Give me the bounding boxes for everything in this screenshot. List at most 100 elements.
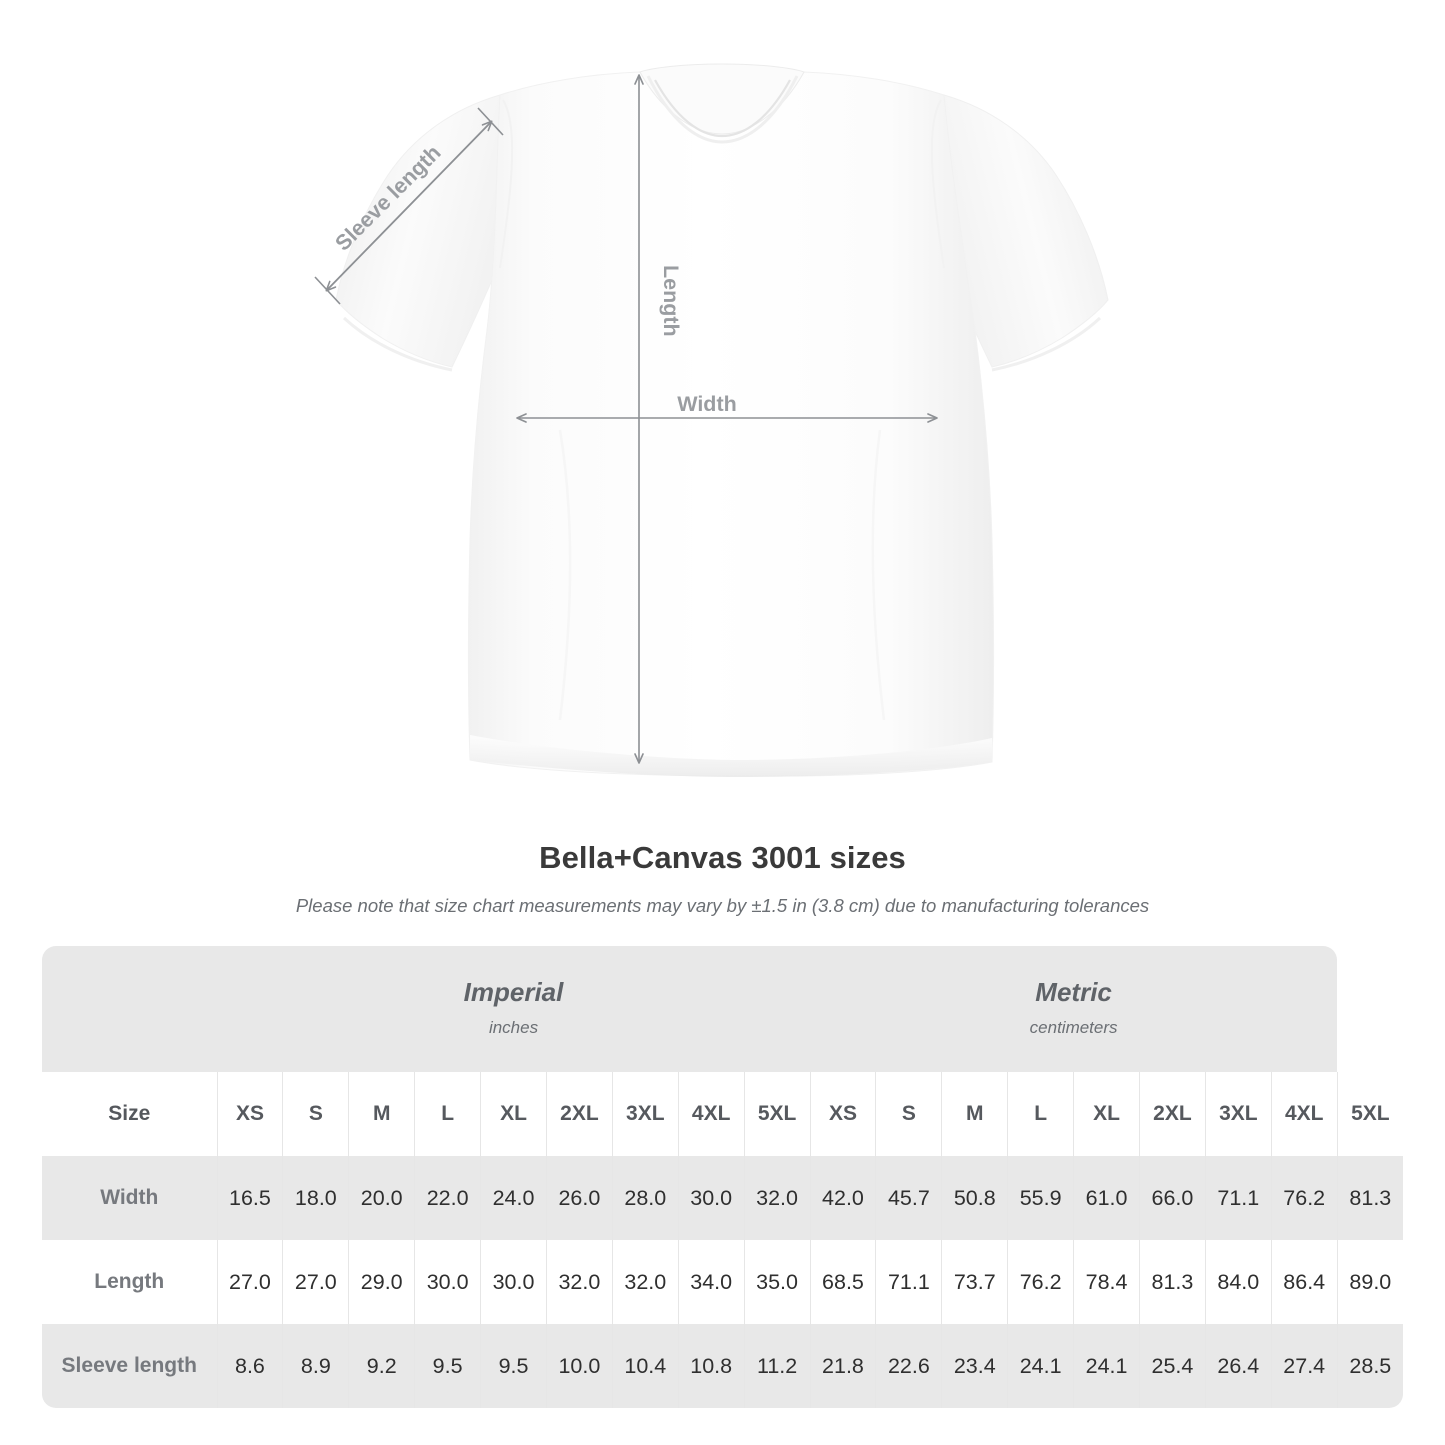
cell-value: 30.0 bbox=[677, 1156, 745, 1240]
header-cell: 3XL bbox=[611, 1072, 679, 1156]
header-cell: 5XL bbox=[1336, 1072, 1404, 1156]
cell-value: 76.2 bbox=[1007, 1240, 1074, 1324]
shirt-body bbox=[468, 71, 994, 777]
cell-value: 29.0 bbox=[348, 1240, 415, 1324]
length-label: Length bbox=[659, 265, 683, 337]
cell-value: 45.7 bbox=[875, 1156, 942, 1240]
cell-value: 23.4 bbox=[941, 1324, 1008, 1408]
neckline-inner bbox=[654, 79, 791, 138]
cell-value: 18.0 bbox=[282, 1156, 349, 1240]
right-shoulder-seam bbox=[930, 99, 945, 269]
cell-value: 76.2 bbox=[1270, 1156, 1338, 1240]
cell-value: 20.0 bbox=[348, 1156, 415, 1240]
unit-imperial-name: Imperial bbox=[463, 976, 564, 1007]
cell-value: 27.4 bbox=[1270, 1324, 1338, 1408]
right-sleeve bbox=[938, 94, 1109, 368]
cell-value: 8.6 bbox=[216, 1324, 283, 1408]
cell-value: 32.0 bbox=[743, 1156, 811, 1240]
header-size-label: Size bbox=[42, 1072, 217, 1156]
cell-value: 68.5 bbox=[809, 1240, 876, 1324]
fabric-fold bbox=[871, 429, 886, 721]
page-title: Bella+Canvas 3001 sizes bbox=[539, 840, 906, 875]
unit-band-row: Imperial inches Metric centimeters bbox=[42, 946, 1403, 1072]
header-cell: L bbox=[1007, 1072, 1074, 1156]
cell-value: 16.5 bbox=[216, 1156, 283, 1240]
cell-value: 55.9 bbox=[1007, 1156, 1074, 1240]
unit-imperial-sub: inches bbox=[488, 1017, 539, 1037]
left-cuff bbox=[342, 316, 453, 372]
cell-value: 28.5 bbox=[1336, 1324, 1404, 1408]
cell-value: 30.0 bbox=[480, 1240, 547, 1324]
header-cell: 5XL bbox=[743, 1072, 811, 1156]
neckline-outer bbox=[646, 75, 799, 144]
cell-value: 84.0 bbox=[1204, 1240, 1272, 1324]
sleeve-tick-top bbox=[477, 107, 504, 136]
shirt-hem bbox=[470, 735, 993, 777]
row-label: Width bbox=[42, 1156, 217, 1240]
chart-heading: Bella+Canvas 3001 sizes Please note that… bbox=[0, 838, 1445, 918]
cell-value: 73.7 bbox=[941, 1240, 1008, 1324]
header-cell: XL bbox=[1073, 1072, 1140, 1156]
cell-value: 89.0 bbox=[1336, 1240, 1404, 1324]
unit-metric-name: Metric bbox=[1035, 976, 1112, 1007]
cell-value: 9.2 bbox=[348, 1324, 415, 1408]
cell-value: 42.0 bbox=[809, 1156, 876, 1240]
cell-value: 10.4 bbox=[611, 1324, 679, 1408]
cell-value: 10.0 bbox=[545, 1324, 613, 1408]
fabric-fold bbox=[558, 429, 572, 721]
table-row-width: Width 16.5 18.0 20.0 22.0 24.0 26.0 28.0… bbox=[42, 1156, 1404, 1240]
header-cell: 3XL bbox=[1204, 1072, 1272, 1156]
cell-value: 86.4 bbox=[1270, 1240, 1338, 1324]
cell-value: 21.8 bbox=[809, 1324, 876, 1408]
cell-value: 8.9 bbox=[282, 1324, 349, 1408]
cell-value: 71.1 bbox=[1204, 1156, 1272, 1240]
tshirt-measurement-diagram: Sleeve length Length Width bbox=[314, 63, 1109, 777]
cell-value: 25.4 bbox=[1138, 1324, 1206, 1408]
header-cell: 4XL bbox=[677, 1072, 745, 1156]
cell-value: 26.0 bbox=[545, 1156, 613, 1240]
cell-value: 24.1 bbox=[1073, 1324, 1140, 1408]
cell-value: 34.0 bbox=[677, 1240, 745, 1324]
cell-value: 50.8 bbox=[941, 1156, 1008, 1240]
header-cell: M bbox=[348, 1072, 415, 1156]
header-cell: L bbox=[414, 1072, 481, 1156]
sleeve-tick-bottom bbox=[314, 276, 341, 305]
cell-value: 71.1 bbox=[875, 1240, 942, 1324]
cell-value: 24.0 bbox=[480, 1156, 547, 1240]
header-cell: 2XL bbox=[545, 1072, 613, 1156]
header-cell: 2XL bbox=[1138, 1072, 1206, 1156]
cell-value: 9.5 bbox=[414, 1324, 481, 1408]
cell-value: 30.0 bbox=[414, 1240, 481, 1324]
header-cell: S bbox=[282, 1072, 349, 1156]
table-row-length: Length 27.0 27.0 29.0 30.0 30.0 32.0 32.… bbox=[42, 1240, 1404, 1324]
header-cell: XS bbox=[809, 1072, 876, 1156]
header-cell: M bbox=[941, 1072, 1008, 1156]
size-chart-table: Imperial inches Metric centimeters Size … bbox=[42, 946, 1404, 1408]
unit-group-imperial: Imperial inches bbox=[217, 946, 811, 1072]
header-cell: 4XL bbox=[1270, 1072, 1338, 1156]
cell-value: 66.0 bbox=[1138, 1156, 1206, 1240]
table-row-sleeve-length: Sleeve length 8.6 8.9 9.2 9.5 9.5 10.0 1… bbox=[42, 1324, 1404, 1408]
left-shoulder-seam bbox=[499, 99, 514, 269]
cell-value: 11.2 bbox=[743, 1324, 811, 1408]
cell-value: 22.0 bbox=[414, 1156, 481, 1240]
row-label: Sleeve length bbox=[42, 1324, 217, 1408]
header-cell: S bbox=[875, 1072, 942, 1156]
cell-value: 32.0 bbox=[545, 1240, 613, 1324]
cell-value: 28.0 bbox=[611, 1156, 679, 1240]
cell-value: 27.0 bbox=[216, 1240, 283, 1324]
sleeve-length-arrow bbox=[325, 120, 493, 292]
cell-value: 35.0 bbox=[743, 1240, 811, 1324]
cell-value: 81.3 bbox=[1336, 1156, 1404, 1240]
cell-value: 27.0 bbox=[282, 1240, 349, 1324]
right-cuff bbox=[991, 316, 1102, 372]
unit-metric-sub: centimeters bbox=[1029, 1017, 1118, 1037]
cell-value: 22.6 bbox=[875, 1324, 942, 1408]
cell-value: 9.5 bbox=[480, 1324, 547, 1408]
header-cell: XL bbox=[480, 1072, 547, 1156]
cell-value: 24.1 bbox=[1007, 1324, 1074, 1408]
width-label: Width bbox=[677, 392, 737, 416]
unit-group-metric: Metric centimeters bbox=[810, 946, 1338, 1072]
unit-band-spacer bbox=[42, 946, 217, 1072]
tolerance-note: Please note that size chart measurements… bbox=[295, 895, 1150, 916]
